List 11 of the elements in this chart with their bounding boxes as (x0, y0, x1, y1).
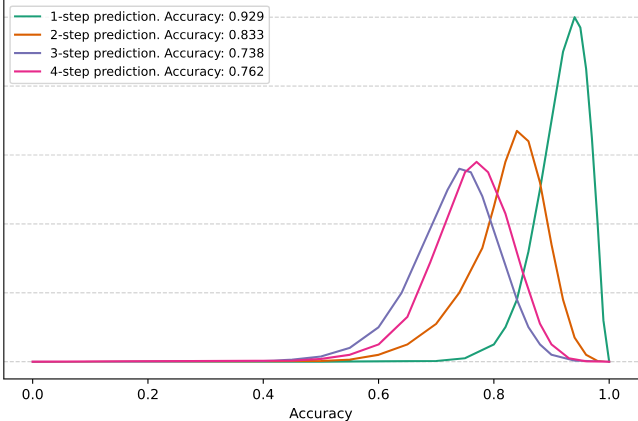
x-tick-label: 0.8 (484, 388, 504, 400)
x-tick-label: 0.6 (368, 388, 389, 400)
x-axis-title: Accuracy (289, 408, 352, 421)
x-tick-label: 0.0 (22, 388, 43, 400)
x-tick-label: 1.0 (600, 388, 620, 400)
legend-label: 3-step prediction. Accuracy: 0.738 (51, 48, 264, 60)
x-tick-label: 0.2 (138, 388, 158, 400)
legend-label: 4-step prediction. Accuracy: 0.762 (50, 66, 264, 78)
x-tick-label: 0.4 (253, 388, 274, 400)
legend-label: 2-step prediction. Accuracy: 0.833 (50, 30, 264, 42)
legend-label: 1-step prediction. Accuracy: 0.929 (51, 11, 264, 24)
